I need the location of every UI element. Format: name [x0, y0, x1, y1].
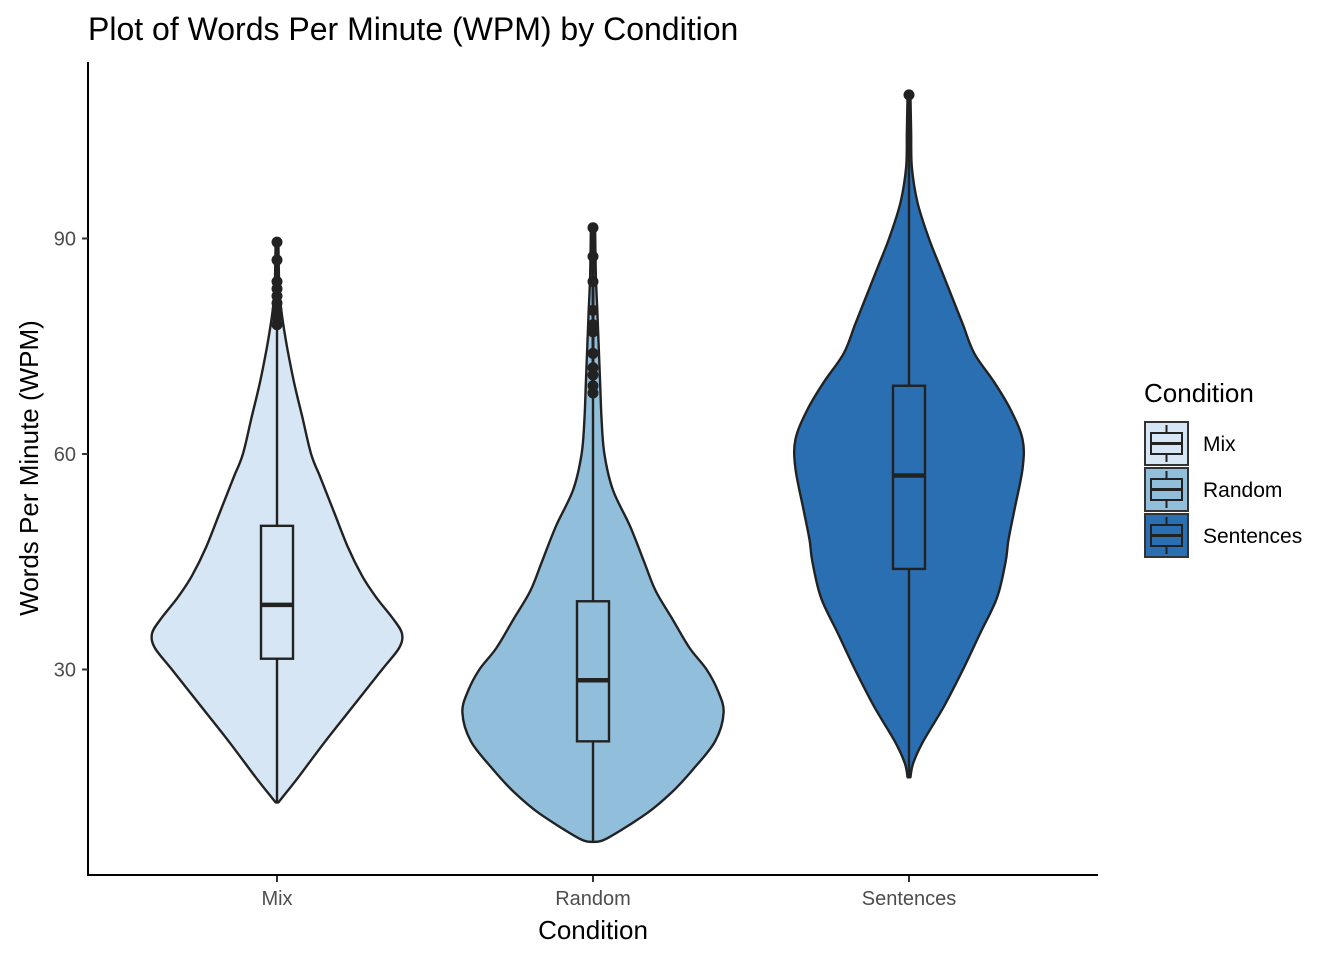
- violin-group-mix: [150, 236, 404, 804]
- box-random: [575, 600, 611, 743]
- y-axis-ticks: 30 60 90: [54, 229, 88, 682]
- legend: Condition Mix Random Sentences: [1144, 378, 1302, 558]
- outlier-point: [587, 250, 599, 262]
- legend-label-sentences: Sentences: [1203, 525, 1302, 548]
- outlier-point: [587, 319, 599, 331]
- x-axis-title: Condition: [538, 915, 648, 945]
- y-tick-label-90: 90: [54, 229, 76, 251]
- outlier-point: [271, 276, 283, 288]
- x-tick-label-random: Random: [555, 888, 631, 910]
- y-tick-label-60: 60: [54, 444, 76, 466]
- violin-group-sentences: [792, 89, 1026, 779]
- legend-label-random: Random: [1203, 479, 1282, 502]
- outlier-point: [587, 347, 599, 359]
- violins-layer: [150, 89, 1026, 844]
- legend-label-mix: Mix: [1203, 433, 1236, 456]
- chart-title: Plot of Words Per Minute (WPM) by Condit…: [88, 11, 738, 47]
- x-axis-ticks: Mix Random Sentences: [261, 876, 956, 910]
- legend-title: Condition: [1144, 378, 1254, 408]
- outlier-point: [587, 222, 599, 234]
- outlier-point: [587, 276, 599, 288]
- legend-items: Mix Random Sentences: [1144, 421, 1302, 558]
- y-tick-label-30: 30: [54, 660, 76, 682]
- x-tick-label-mix: Mix: [261, 888, 292, 910]
- x-tick-label-sentences: Sentences: [862, 888, 957, 910]
- outlier-point: [587, 304, 599, 316]
- violin-group-random: [461, 222, 725, 844]
- outlier-point: [587, 380, 599, 392]
- outlier-point: [271, 254, 283, 266]
- legend-item-sentences: Sentences: [1144, 513, 1302, 558]
- legend-item-mix: Mix: [1144, 421, 1236, 466]
- y-axis-title: Words Per Minute (WPM): [14, 320, 44, 616]
- outlier-point: [271, 236, 283, 248]
- outlier-point: [587, 362, 599, 374]
- box-mix: [259, 524, 295, 660]
- outlier-point: [903, 89, 915, 101]
- legend-item-random: Random: [1144, 467, 1282, 512]
